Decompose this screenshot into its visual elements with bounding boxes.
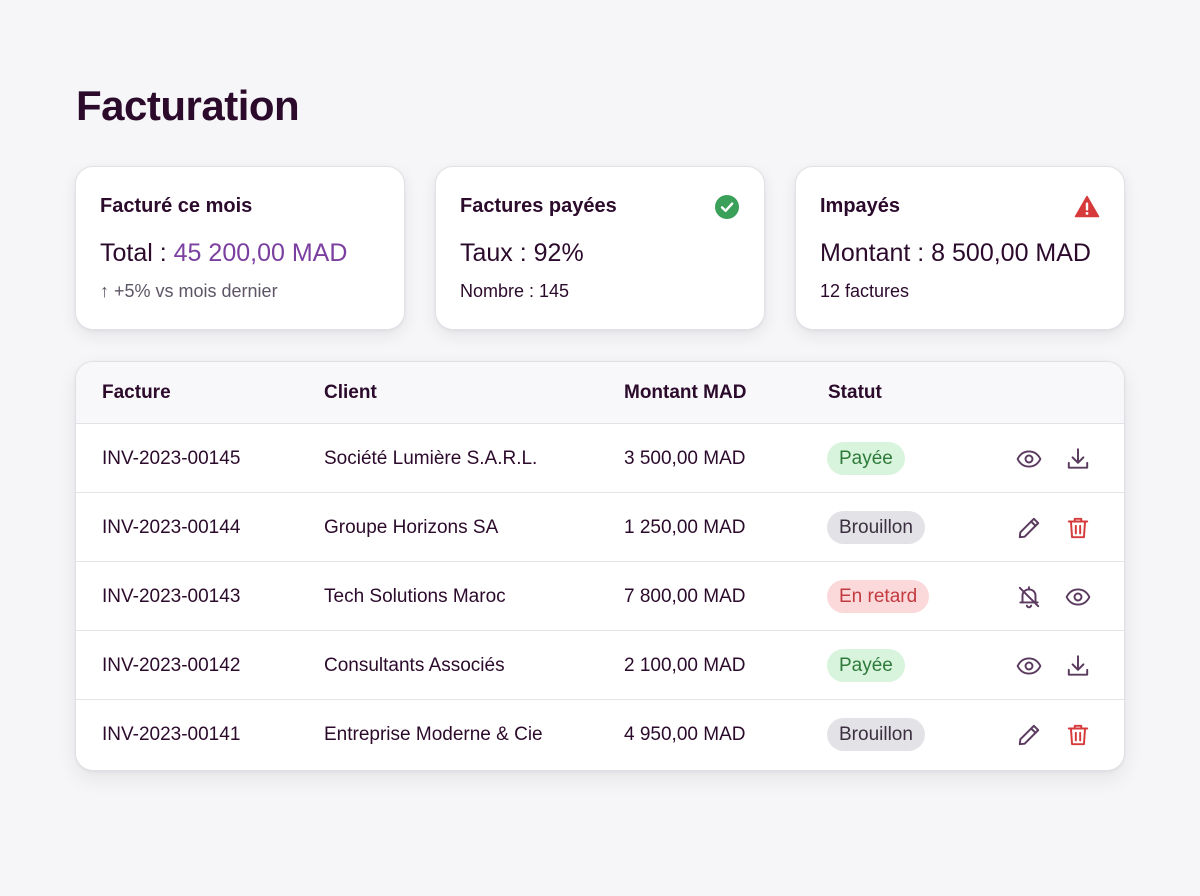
- download-icon: [1067, 655, 1089, 676]
- edit-button[interactable]: [1015, 514, 1043, 542]
- client-name: Consultants Associés: [324, 655, 505, 676]
- view-button[interactable]: [1015, 445, 1043, 473]
- status-badge: En retard: [827, 580, 930, 613]
- table-row[interactable]: INV-2023-00144 Groupe Horizons SA 1 250,…: [76, 493, 1124, 562]
- table-row[interactable]: INV-2023-00143 Tech Solutions Maroc 7 80…: [76, 562, 1124, 631]
- paid-count: Nombre : 145: [460, 281, 570, 301]
- paid-rate: 92%: [533, 239, 584, 267]
- delete-button[interactable]: [1064, 514, 1092, 542]
- mute-reminder-button[interactable]: [1015, 583, 1043, 611]
- invoice-number: INV-2023-00142: [102, 655, 241, 676]
- edit-button[interactable]: [1015, 721, 1043, 749]
- eye-icon: [1016, 657, 1042, 675]
- page-title: Facturation: [76, 82, 300, 129]
- download-button[interactable]: [1064, 445, 1092, 473]
- status-badge: Payée: [827, 649, 905, 682]
- unpaid-count: 12 factures: [820, 281, 910, 301]
- card-main-value: Montant : 8 500,00 MAD: [820, 239, 1091, 268]
- download-button[interactable]: [1064, 652, 1092, 680]
- card-main-label: Taux :: [460, 239, 534, 267]
- status-badge: Brouillon: [827, 718, 925, 751]
- card-main-label: Montant :: [820, 239, 932, 267]
- card-main-value: Taux : 92%: [460, 239, 584, 268]
- header-amount[interactable]: Montant MAD: [624, 382, 747, 403]
- status-badge: Payée: [827, 442, 905, 475]
- invoice-number: INV-2023-00141: [102, 724, 241, 745]
- view-button[interactable]: [1064, 583, 1092, 611]
- trash-icon: [1067, 517, 1089, 539]
- header-invoice[interactable]: Facture: [102, 382, 171, 403]
- warning-triangle-icon: [1074, 195, 1100, 218]
- table-row[interactable]: INV-2023-00142 Consultants Associés 2 10…: [76, 631, 1124, 700]
- unpaid-amount: 8 500,00 MAD: [931, 239, 1091, 267]
- invoice-number: INV-2023-00143: [102, 586, 241, 607]
- client-name: Tech Solutions Maroc: [324, 586, 506, 607]
- pencil-icon: [1018, 517, 1040, 539]
- client-name: Société Lumière S.A.R.L.: [324, 448, 538, 469]
- header-status[interactable]: Statut: [828, 382, 882, 403]
- invoice-amount: 4 950,00 MAD: [624, 724, 746, 745]
- table-row[interactable]: INV-2023-00145 Société Lumière S.A.R.L. …: [76, 424, 1124, 493]
- bell-off-icon: [1018, 586, 1040, 609]
- table-row[interactable]: INV-2023-00141 Entreprise Moderne & Cie …: [76, 700, 1124, 769]
- client-name: Entreprise Moderne & Cie: [324, 724, 543, 745]
- table-header: Facture Client Montant MAD Statut: [76, 362, 1124, 424]
- check-circle-icon: [715, 195, 739, 219]
- card-main-value: Total : 45 200,00 MAD: [100, 239, 347, 268]
- card-title: Impayés: [820, 195, 901, 217]
- invoice-number: INV-2023-00145: [102, 448, 241, 469]
- header-client[interactable]: Client: [324, 382, 377, 403]
- eye-icon: [1016, 450, 1042, 468]
- client-name: Groupe Horizons SA: [324, 517, 499, 538]
- stat-card-billed-this-month: Facturé ce mois Total : 45 200,00 MAD ↑ …: [75, 166, 405, 330]
- card-trend: ↑ +5% vs mois dernier: [100, 281, 278, 301]
- invoices-table: Facture Client Montant MAD Statut INV-20…: [75, 361, 1125, 771]
- status-badge: Brouillon: [827, 511, 925, 544]
- stat-card-paid-invoices: Factures payées Taux : 92% Nombre : 145: [435, 166, 765, 330]
- invoice-amount: 1 250,00 MAD: [624, 517, 746, 538]
- invoice-amount: 7 800,00 MAD: [624, 586, 746, 607]
- download-icon: [1067, 448, 1089, 469]
- trash-icon: [1067, 724, 1089, 746]
- card-title: Facturé ce mois: [100, 195, 253, 217]
- delete-button[interactable]: [1064, 721, 1092, 749]
- pencil-icon: [1018, 724, 1040, 746]
- eye-icon: [1065, 588, 1091, 606]
- card-title: Factures payées: [460, 195, 617, 217]
- total-amount: 45 200,00 MAD: [173, 239, 348, 267]
- stat-card-unpaid: Impayés Montant : 8 500,00 MAD 12 factur…: [795, 166, 1125, 330]
- card-main-label: Total :: [100, 239, 174, 267]
- invoice-number: INV-2023-00144: [102, 517, 241, 538]
- view-button[interactable]: [1015, 652, 1043, 680]
- invoice-amount: 2 100,00 MAD: [624, 655, 746, 676]
- invoice-amount: 3 500,00 MAD: [624, 448, 746, 469]
